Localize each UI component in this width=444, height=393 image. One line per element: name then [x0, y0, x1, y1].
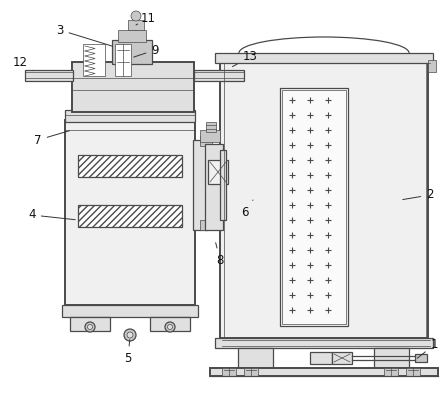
Text: 6: 6 [241, 200, 253, 219]
Text: 12: 12 [12, 55, 33, 70]
Bar [128, 20, 144, 30]
Text: 13: 13 [233, 50, 258, 67]
Circle shape [87, 325, 92, 329]
Circle shape [124, 329, 136, 341]
Bar [238, 348, 273, 368]
Bar [222, 368, 236, 376]
Text: 7: 7 [34, 131, 69, 147]
Text: 11: 11 [136, 11, 155, 25]
Bar [332, 352, 352, 364]
Text: 9: 9 [134, 44, 159, 57]
Bar [384, 368, 398, 376]
Bar [200, 130, 220, 142]
Bar [206, 122, 216, 132]
Circle shape [127, 332, 133, 338]
Bar [280, 88, 348, 326]
Bar [244, 368, 258, 376]
Bar [25, 70, 73, 81]
Bar [210, 368, 438, 376]
Bar [65, 120, 195, 305]
Bar [428, 60, 436, 72]
Bar [282, 90, 346, 324]
Bar [215, 53, 433, 63]
Text: 8: 8 [216, 243, 224, 266]
Bar [215, 338, 433, 348]
Bar [72, 62, 194, 112]
Circle shape [131, 11, 141, 21]
Bar [194, 70, 244, 81]
Bar [118, 30, 146, 42]
Circle shape [85, 322, 95, 332]
Bar [78, 205, 182, 227]
Circle shape [165, 322, 175, 332]
Circle shape [167, 325, 173, 329]
Bar [150, 317, 190, 331]
Bar [83, 44, 105, 76]
Bar [200, 220, 212, 230]
Bar [78, 155, 182, 177]
Text: 4: 4 [28, 209, 75, 222]
Bar [65, 110, 195, 122]
Bar [115, 44, 131, 76]
Bar [200, 136, 212, 146]
Bar [193, 140, 207, 230]
Bar [374, 348, 409, 368]
Bar [62, 305, 198, 317]
Bar [220, 150, 226, 220]
Bar [310, 352, 332, 364]
Bar [70, 317, 110, 331]
Bar [208, 160, 228, 184]
Text: 3: 3 [56, 24, 112, 46]
Text: 2: 2 [403, 189, 434, 202]
Bar [205, 144, 223, 230]
Bar [112, 40, 152, 64]
Text: 1: 1 [417, 338, 438, 358]
Text: 5: 5 [124, 340, 132, 364]
Bar [415, 354, 427, 362]
Bar [220, 60, 428, 338]
Bar [406, 368, 420, 376]
